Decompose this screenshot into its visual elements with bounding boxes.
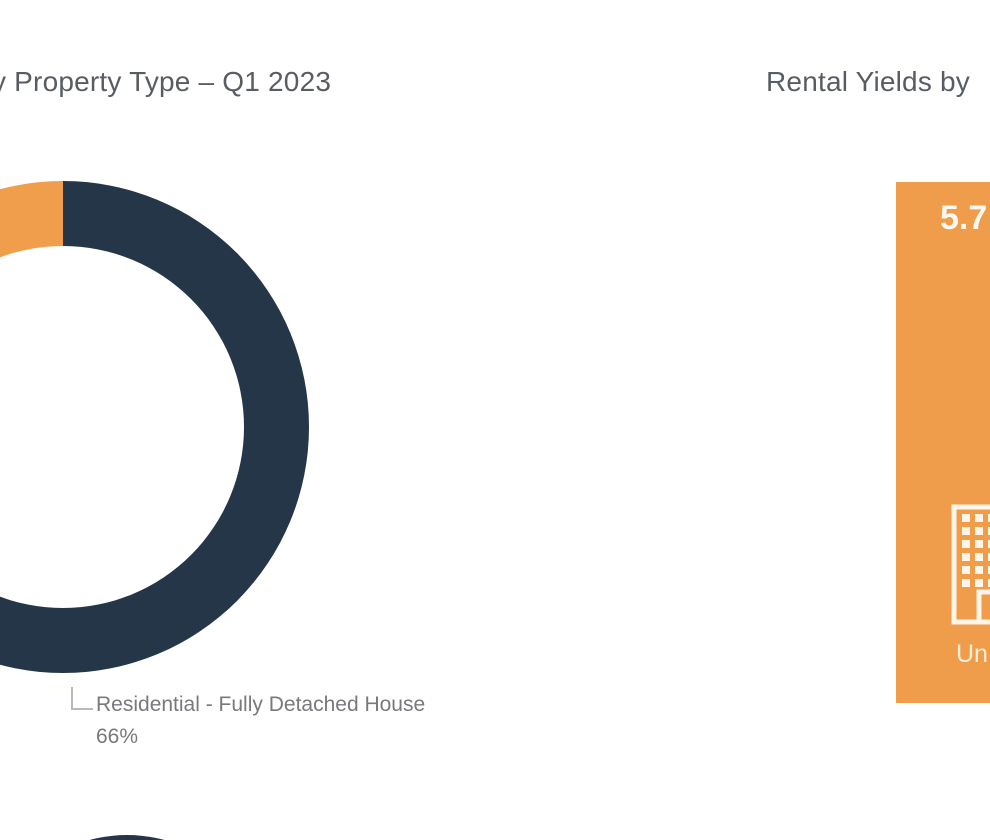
bar-value-label: 5.7 bbox=[940, 199, 988, 237]
donut-ring[interactable] bbox=[0, 181, 309, 673]
rental-yield-bar[interactable]: 5.7 Un bbox=[896, 182, 990, 703]
bar-category-label: Un bbox=[956, 640, 988, 668]
bar-chart-title: Rental Yields by bbox=[766, 66, 970, 97]
callout-leader-line bbox=[71, 687, 93, 710]
donut-slice-percentage: 66% bbox=[96, 725, 139, 748]
donut-slice-callout: Residential - Fully Detached House 66% bbox=[96, 689, 425, 753]
donut-chart-title: y Property Type – Q1 2023 bbox=[0, 66, 332, 97]
donut-slice-label: Residential - Fully Detached House bbox=[96, 693, 426, 716]
building-icon bbox=[951, 504, 990, 625]
next-row-chart-peek bbox=[0, 835, 270, 840]
